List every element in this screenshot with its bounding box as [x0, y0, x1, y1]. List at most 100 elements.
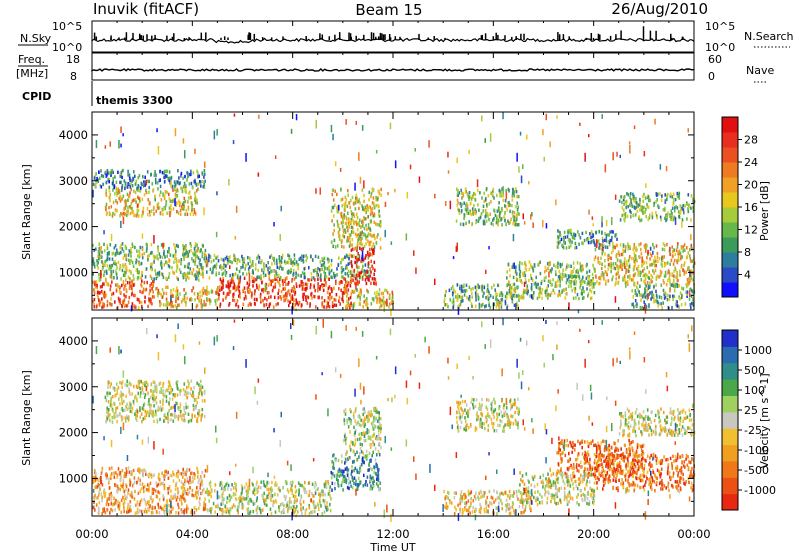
- range-cell: [185, 274, 188, 278]
- range-cell: [108, 267, 110, 271]
- range-cell: [524, 278, 527, 282]
- range-cell: [522, 213, 524, 220]
- range-cell: [590, 279, 592, 283]
- range-cell: [97, 493, 100, 497]
- range-cell: [159, 255, 162, 259]
- range-cell: [555, 199, 557, 206]
- range-cell: [340, 288, 342, 292]
- range-cell: [201, 489, 204, 493]
- range-cell: [225, 294, 228, 299]
- range-cell: [451, 300, 454, 304]
- range-cell: [153, 212, 155, 216]
- range-cell: [143, 280, 146, 285]
- range-cell: [511, 194, 514, 198]
- range-cell: [444, 303, 446, 307]
- range-cell: [182, 490, 184, 494]
- range-cell: [391, 295, 394, 299]
- range-cell: [108, 496, 110, 501]
- range-cell: [161, 255, 164, 260]
- range-cell: [586, 282, 589, 286]
- range-cell: [646, 297, 649, 301]
- range-cell: [182, 201, 185, 205]
- range-cell: [363, 193, 365, 198]
- range-cell: [588, 209, 590, 215]
- range-cell: [198, 500, 201, 505]
- range-cell: [229, 282, 231, 286]
- range-cell: [380, 193, 383, 197]
- range-cell: [158, 477, 160, 481]
- range-cell: [618, 199, 621, 203]
- range-cell: [159, 190, 162, 194]
- range-cell: [582, 275, 584, 279]
- range-cell: [601, 230, 603, 234]
- range-cell: [202, 185, 205, 189]
- range-cell: [183, 472, 186, 477]
- range-cell: [364, 233, 367, 237]
- range-cell: [305, 282, 307, 286]
- range-cell: [518, 298, 520, 302]
- range-cell: [120, 126, 122, 133]
- range-cell: [477, 293, 479, 297]
- range-cell: [562, 246, 565, 250]
- range-cell: [233, 113, 236, 117]
- range-cell: [134, 245, 136, 250]
- range-cell: [152, 207, 155, 212]
- range-cell: [224, 273, 227, 277]
- range-cell: [645, 243, 647, 247]
- range-cell: [375, 281, 377, 285]
- range-cell: [624, 249, 627, 253]
- range-cell: [452, 300, 455, 304]
- range-cell: [581, 292, 583, 296]
- range-cell: [683, 272, 686, 276]
- range-cell: [226, 500, 228, 505]
- range-cell: [301, 507, 303, 511]
- range-cell: [98, 298, 100, 302]
- range-cell: [488, 301, 490, 305]
- range-cell: [152, 491, 155, 495]
- range-cell: [207, 492, 209, 497]
- range-cell: [570, 228, 572, 232]
- range-cell: [314, 254, 317, 259]
- range-cell: [192, 268, 195, 272]
- range-cell: [127, 505, 129, 510]
- range-cell: [545, 275, 547, 279]
- range-cell: [357, 199, 360, 204]
- range-cell: [293, 257, 296, 261]
- range-cell: [268, 295, 270, 300]
- range-cell: [369, 233, 371, 237]
- range-cell: [654, 268, 657, 273]
- range-cell: [172, 188, 174, 192]
- range-cell: [119, 483, 122, 487]
- range-cell: [139, 470, 141, 474]
- range-cell: [182, 475, 184, 479]
- range-cell: [204, 248, 207, 253]
- range-cell: [192, 251, 194, 256]
- range-cell: [92, 262, 95, 266]
- range-cell: [164, 507, 167, 512]
- range-cell: [159, 184, 162, 189]
- range-cell: [234, 272, 237, 276]
- range-cell: [565, 267, 567, 271]
- range-cell: [285, 495, 287, 499]
- range-cell: [346, 225, 348, 229]
- range-cell: [389, 302, 391, 306]
- range-cell: [457, 207, 459, 211]
- range-cell: [96, 293, 99, 297]
- range-cell: [168, 258, 171, 263]
- range-cell: [185, 473, 187, 477]
- range-cell: [501, 209, 503, 213]
- range-cell: [161, 170, 164, 175]
- range-cell: [173, 472, 175, 477]
- range-cell: [149, 288, 151, 293]
- range-cell: [284, 497, 287, 501]
- range-cell: [522, 273, 525, 277]
- range-cell: [468, 295, 471, 299]
- range-cell: [612, 241, 614, 246]
- range-cell: [460, 188, 462, 192]
- range-cell: [621, 200, 623, 205]
- range-cell: [364, 256, 367, 260]
- power-cells: [92, 112, 696, 316]
- range-cell: [585, 264, 588, 268]
- range-cell: [444, 293, 446, 298]
